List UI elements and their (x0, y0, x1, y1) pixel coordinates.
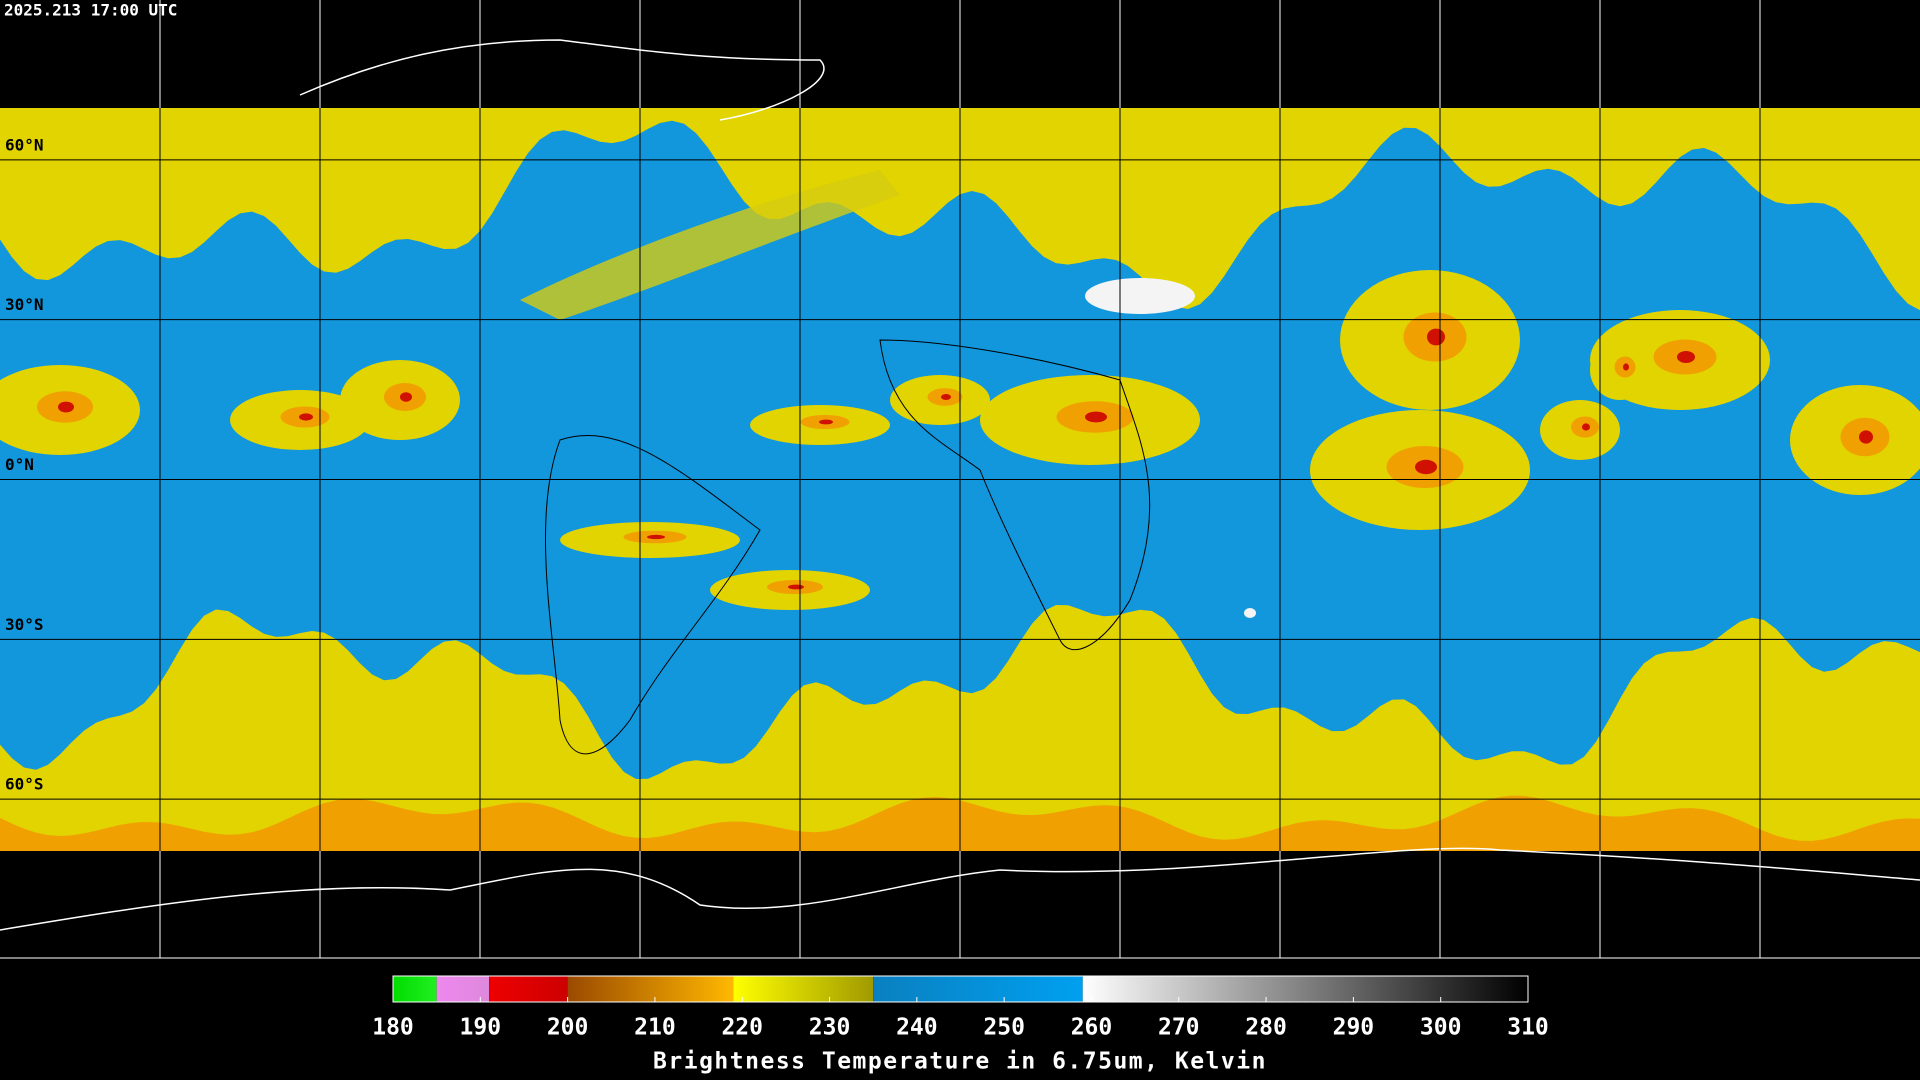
colorbar-segment (436, 976, 490, 1002)
northern-cloud-streak (520, 170, 900, 320)
convection-peak (1582, 423, 1590, 431)
convection-peak (788, 584, 804, 590)
convection-peak (58, 401, 74, 413)
latitude-label: 0°N (5, 455, 34, 474)
colorbar-segment (393, 976, 437, 1002)
colorbar-title: Brightness Temperature in 6.75um, Kelvin (653, 1049, 1267, 1075)
colorbar-tick-label: 250 (983, 1015, 1025, 1041)
colorbar-segment (873, 976, 1083, 1002)
labels: 2025.213 17:00 UTC 60°N 30°N 0°N 30°S 60°S (4, 1, 177, 794)
convection-peak (819, 419, 833, 425)
coastline (544, 435, 761, 755)
coastline (299, 39, 825, 121)
latitude-label: 30°N (5, 295, 44, 314)
colorbar-tick-label: 280 (1245, 1015, 1287, 1041)
convection-peak (400, 392, 412, 402)
latitude-label: 30°S (5, 615, 44, 634)
coastline (879, 339, 1151, 650)
colorbar-tick-label: 290 (1333, 1015, 1375, 1041)
convection-peak (1859, 430, 1873, 444)
timestamp: 2025.213 17:00 UTC (4, 1, 177, 20)
latitude-label: 60°N (5, 135, 44, 154)
colorbar-frame (392, 975, 1529, 1003)
colorbar-segment (567, 976, 734, 1002)
colorbar-tick-label: 190 (460, 1015, 502, 1041)
convection-peak (1677, 351, 1695, 363)
colorbar-segment (1082, 976, 1528, 1002)
colorbar-segment (733, 976, 874, 1002)
dry-region (1244, 608, 1256, 618)
colorbar-tick-label: 240 (896, 1015, 938, 1041)
convection-peak (299, 413, 313, 421)
graticule (0, 0, 1920, 959)
colorbar-segment (489, 976, 568, 1002)
colorbar-tick-label: 210 (634, 1015, 676, 1041)
colorbar-tick-label: 200 (547, 1015, 589, 1041)
dry-region (1085, 278, 1195, 314)
colorbar: Brightness Temperature in 6.75um, Kelvin… (372, 975, 1549, 1075)
colorbar-tick-label: 220 (721, 1015, 763, 1041)
colorbar-tick-label: 270 (1158, 1015, 1200, 1041)
colorbar-tick-label: 260 (1071, 1015, 1113, 1041)
convection-peak (1623, 363, 1629, 371)
convection-peak (1085, 411, 1107, 423)
colorbar-tick-label: 300 (1420, 1015, 1462, 1041)
colorbar-tick-label: 310 (1507, 1015, 1549, 1041)
latitude-label: 60°S (5, 775, 44, 794)
colorbar-tick-label: 180 (372, 1015, 414, 1041)
colorbar-tick-label: 230 (809, 1015, 851, 1041)
convection-peak (1427, 328, 1445, 346)
convection-peak (647, 534, 665, 540)
coastline (0, 847, 1920, 931)
convection-peak (1415, 459, 1437, 475)
convection-peak (941, 394, 951, 400)
